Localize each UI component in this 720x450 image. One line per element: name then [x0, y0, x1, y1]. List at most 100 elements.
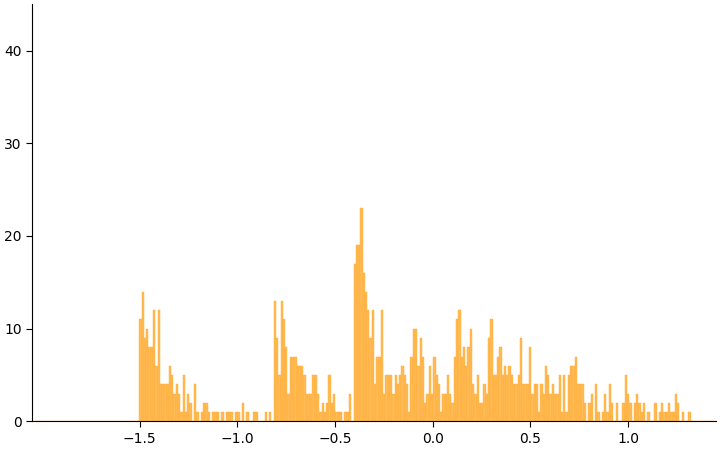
Bar	[563, 375, 565, 421]
Bar	[358, 245, 360, 421]
Bar	[205, 403, 207, 421]
Bar	[616, 403, 618, 421]
Bar	[467, 347, 469, 421]
Bar	[534, 384, 536, 421]
Bar	[436, 375, 438, 421]
Bar	[226, 412, 228, 421]
Bar	[536, 384, 538, 421]
Bar	[622, 403, 625, 421]
Bar	[203, 403, 205, 421]
Bar	[469, 328, 472, 421]
Bar	[377, 356, 379, 421]
Bar	[349, 394, 351, 421]
Bar	[424, 403, 426, 421]
Bar	[308, 394, 310, 421]
Bar	[541, 384, 543, 421]
Bar	[269, 412, 271, 421]
Bar	[185, 412, 187, 421]
Bar	[320, 412, 322, 421]
Bar	[310, 394, 312, 421]
Bar	[367, 310, 369, 421]
Bar	[492, 375, 495, 421]
Bar	[406, 384, 408, 421]
Bar	[518, 375, 520, 421]
Bar	[201, 412, 203, 421]
Bar	[315, 375, 317, 421]
Bar	[139, 320, 142, 421]
Bar	[506, 375, 508, 421]
Bar	[575, 356, 577, 421]
Bar	[445, 394, 447, 421]
Bar	[392, 394, 395, 421]
Bar	[581, 384, 584, 421]
Bar	[164, 384, 166, 421]
Bar	[326, 403, 328, 421]
Bar	[221, 412, 224, 421]
Bar	[344, 412, 346, 421]
Bar	[449, 394, 451, 421]
Bar	[529, 347, 531, 421]
Bar	[483, 384, 486, 421]
Bar	[265, 412, 267, 421]
Bar	[238, 412, 240, 421]
Bar	[183, 375, 185, 421]
Bar	[415, 328, 418, 421]
Bar	[570, 366, 572, 421]
Bar	[381, 310, 383, 421]
Bar	[306, 394, 308, 421]
Bar	[479, 403, 481, 421]
Bar	[549, 394, 552, 421]
Bar	[522, 384, 524, 421]
Bar	[639, 403, 641, 421]
Bar	[677, 403, 680, 421]
Bar	[661, 403, 663, 421]
Bar	[520, 338, 522, 421]
Bar	[588, 403, 590, 421]
Bar	[153, 310, 156, 421]
Bar	[297, 366, 299, 421]
Bar	[567, 375, 570, 421]
Bar	[312, 375, 315, 421]
Bar	[579, 384, 581, 421]
Bar	[242, 403, 244, 421]
Bar	[171, 375, 174, 421]
Bar	[174, 394, 176, 421]
Bar	[641, 412, 643, 421]
Bar	[524, 384, 527, 421]
Bar	[369, 338, 372, 421]
Bar	[433, 356, 436, 421]
Bar	[543, 394, 545, 421]
Bar	[565, 412, 567, 421]
Bar	[572, 366, 575, 421]
Bar	[497, 356, 500, 421]
Bar	[217, 412, 219, 421]
Bar	[495, 375, 497, 421]
Bar	[336, 412, 338, 421]
Bar	[636, 394, 639, 421]
Bar	[287, 394, 289, 421]
Bar	[451, 403, 454, 421]
Bar	[142, 292, 144, 421]
Bar	[459, 310, 461, 421]
Bar	[606, 412, 608, 421]
Bar	[330, 403, 333, 421]
Bar	[328, 375, 330, 421]
Bar	[682, 412, 684, 421]
Bar	[401, 366, 404, 421]
Bar	[379, 356, 381, 421]
Bar	[215, 412, 217, 421]
Bar	[629, 403, 631, 421]
Bar	[438, 384, 440, 421]
Bar	[303, 375, 306, 421]
Bar	[197, 412, 199, 421]
Bar	[611, 403, 613, 421]
Bar	[426, 394, 428, 421]
Bar	[488, 338, 490, 421]
Bar	[189, 403, 192, 421]
Bar	[178, 394, 180, 421]
Bar	[289, 356, 292, 421]
Bar	[150, 347, 153, 421]
Bar	[647, 412, 649, 421]
Bar	[294, 356, 297, 421]
Bar	[246, 412, 248, 421]
